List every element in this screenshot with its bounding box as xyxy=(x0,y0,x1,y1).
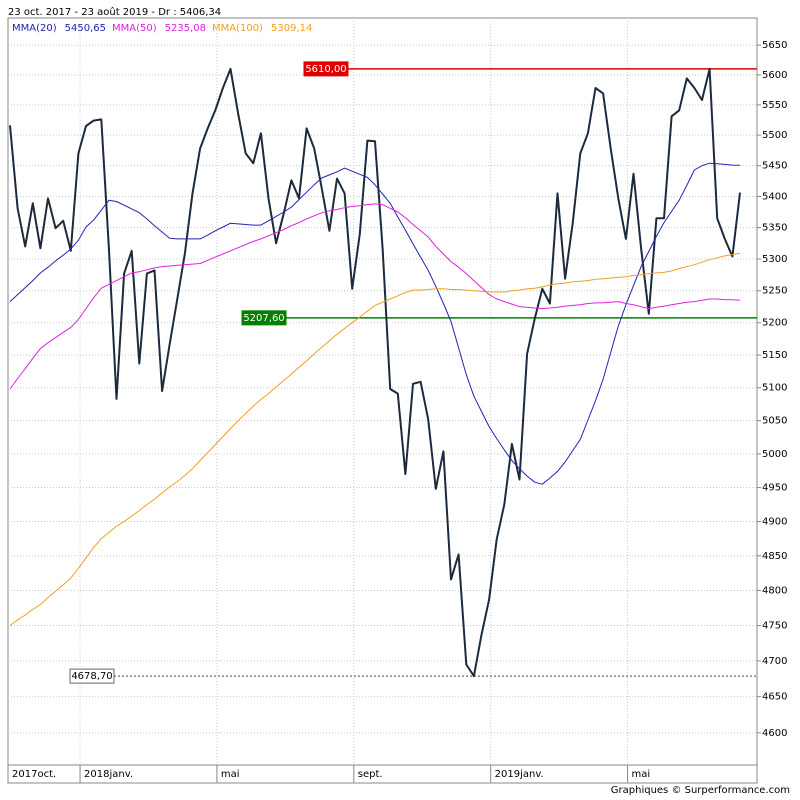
y-tick-label: 4700 xyxy=(762,656,787,667)
y-tick-label: 4750 xyxy=(762,621,787,632)
x-axis-band xyxy=(7,764,758,784)
x-tick-label: sept. xyxy=(358,769,383,780)
x-tick-label: 2018janv. xyxy=(84,769,133,780)
legend-name: MMA(20) xyxy=(12,23,57,34)
y-tick-label: 4900 xyxy=(762,517,787,528)
level-label: 5610,00 xyxy=(305,64,346,75)
series-line xyxy=(9,203,741,390)
y-tick-label: 5550 xyxy=(762,100,787,111)
x-tick-label: 2019janv. xyxy=(495,769,544,780)
legend-value: 5235,08 xyxy=(165,23,206,34)
level-label-box xyxy=(69,668,115,684)
y-tick-label: 5250 xyxy=(762,286,787,297)
y-tick-label: 5150 xyxy=(762,350,787,361)
legend-name: MMA(50) xyxy=(112,23,157,34)
footer: Graphiques © Surperformance.com xyxy=(611,785,790,796)
y-tick-label: 5050 xyxy=(762,416,787,427)
y-tick-label: 5600 xyxy=(762,70,787,81)
level-label-box xyxy=(303,61,349,77)
legend-value: 5309,14 xyxy=(271,23,312,34)
series-line xyxy=(9,162,741,485)
level-label-box xyxy=(241,310,287,326)
series-line xyxy=(9,252,741,626)
legend-name: MMA(100) xyxy=(212,23,263,34)
chart-title: 23 oct. 2017 - 23 août 2019 - Dr : 5406,… xyxy=(8,6,221,18)
y-tick-label: 5100 xyxy=(762,383,787,394)
level-label: 5207,60 xyxy=(243,313,284,324)
y-tick-label: 4800 xyxy=(762,585,787,596)
y-tick-label: 4600 xyxy=(762,728,787,739)
y-tick-label: 5300 xyxy=(762,254,787,265)
x-tick-label: mai xyxy=(221,769,240,780)
y-tick-label: 5200 xyxy=(762,318,787,329)
y-tick-label: 5000 xyxy=(762,449,787,460)
series-line xyxy=(9,67,741,678)
y-tick-label: 5350 xyxy=(762,223,787,234)
y-tick-label: 5500 xyxy=(762,130,787,141)
y-tick-label: 4850 xyxy=(762,551,787,562)
x-tick-label: mai xyxy=(632,769,651,780)
legend-value: 5450,65 xyxy=(65,23,106,34)
y-tick-label: 4650 xyxy=(762,692,787,703)
y-tick-label: 5650 xyxy=(762,40,787,51)
y-tick-label: 4950 xyxy=(762,483,787,494)
y-tick-label: 5450 xyxy=(762,161,787,172)
level-label: 4678,70 xyxy=(71,671,112,682)
x-tick-label: 2017oct. xyxy=(12,769,56,780)
y-tick-label: 5400 xyxy=(762,192,787,203)
